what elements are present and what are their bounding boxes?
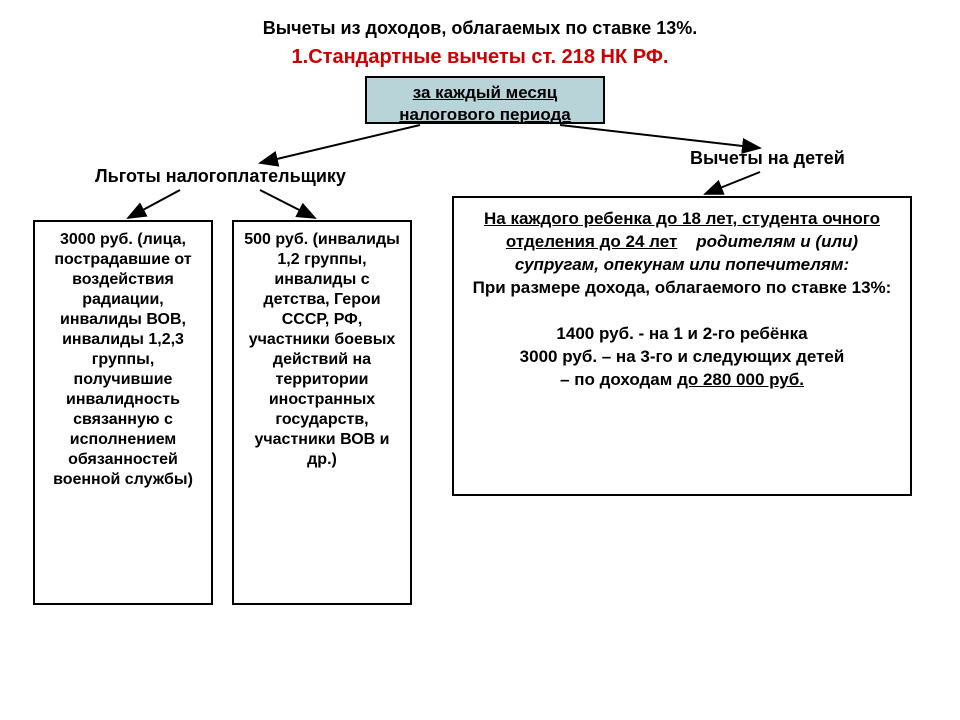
arrow-root-left [260,125,420,163]
root-line2: налогового периода [399,105,570,124]
deduction-box-500: 500 руб. (инвалиды 1,2 группы, инвалиды … [232,220,412,605]
root-line1: за каждый месяц [413,83,558,102]
box3-condition: При размере дохода, облагаемого по ставк… [473,278,892,297]
box3-line-a: 1400 руб. - на 1 и 2-го ребёнка [556,324,807,343]
box3-line-b: 3000 руб. – на 3-го и следующих детей [520,347,845,366]
main-title: Вычеты из доходов, облагаемых по ставке … [0,18,960,39]
root-box: за каждый месяц налогового периода [365,76,605,124]
deduction-box-3000: 3000 руб. (лица, пострадавшие от воздейс… [33,220,213,605]
arrow-right-box3 [705,172,760,194]
left-section-label: Льготы налогоплательщику [95,166,346,187]
arrow-left-box1 [128,190,180,218]
box3-sep1 [682,232,691,251]
box3-line-c-underline: до 280 000 руб. [677,370,804,389]
box3-line-c-prefix: – по доходам [560,370,677,389]
arrow-root-right [560,125,760,148]
right-section-label: Вычеты на детей [690,148,845,169]
subtitle: 1.Стандартные вычеты ст. 218 НК РФ. [0,46,960,69]
deduction-box-children: На каждого ребенка до 18 лет, студента о… [452,196,912,496]
arrow-left-box2 [260,190,315,218]
